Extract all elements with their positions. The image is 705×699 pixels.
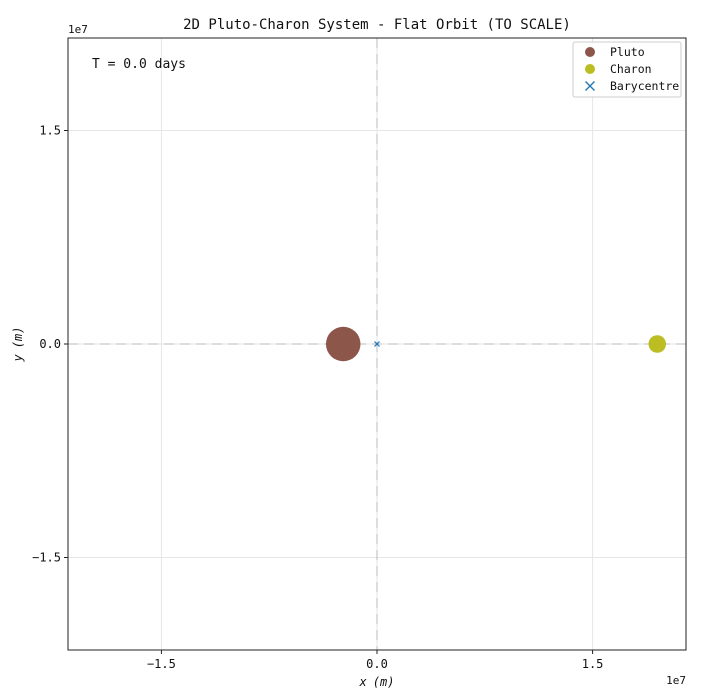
x-tick-label: 0.0 (366, 657, 388, 671)
legend-marker (585, 64, 595, 74)
chart-title: 2D Pluto-Charon System - Flat Orbit (TO … (183, 17, 571, 33)
plot-area (67, 37, 687, 651)
y-offset-label: 1e7 (68, 23, 88, 36)
x-axis-label-unit: (m) (373, 675, 395, 689)
pluto-point (325, 326, 361, 362)
y-tick-label: −1.5 (32, 550, 61, 564)
x-axis-ticks: −1.5 0.0 1.5 (147, 650, 603, 671)
x-tick-label: 1.5 (582, 657, 604, 671)
y-tick-label: 1.5 (39, 124, 61, 138)
x-tick-label: −1.5 (147, 657, 176, 671)
x-axis-label-var: x (359, 675, 368, 689)
y-axis-label-unit: (m) (11, 327, 25, 349)
legend-item-charon: Charon (585, 62, 652, 76)
legend-item-barycentre: Barycentre (585, 79, 679, 93)
legend-item-pluto: Pluto (585, 45, 645, 59)
y-axis-ticks: −1.5 0.0 1.5 (32, 124, 68, 564)
legend-marker (585, 81, 595, 91)
y-axis-label-var: y (11, 353, 25, 362)
legend-marker (585, 47, 595, 57)
data-marks (325, 326, 667, 362)
barycentre-point (374, 341, 380, 347)
x-axis-label: x (m) (359, 675, 395, 689)
legend: Pluto Charon Barycentre (572, 41, 682, 98)
y-tick-label: 0.0 (39, 337, 61, 351)
x-offset-label: 1e7 (666, 674, 686, 687)
legend-box (572, 41, 682, 98)
y-axis-label: y (m) (11, 327, 25, 363)
charon-point (648, 335, 667, 353)
legend-label: Pluto (610, 45, 645, 59)
time-annotation: T = 0.0 days (92, 57, 186, 72)
legend-label: Charon (610, 62, 652, 76)
legend-label: Barycentre (610, 79, 679, 93)
